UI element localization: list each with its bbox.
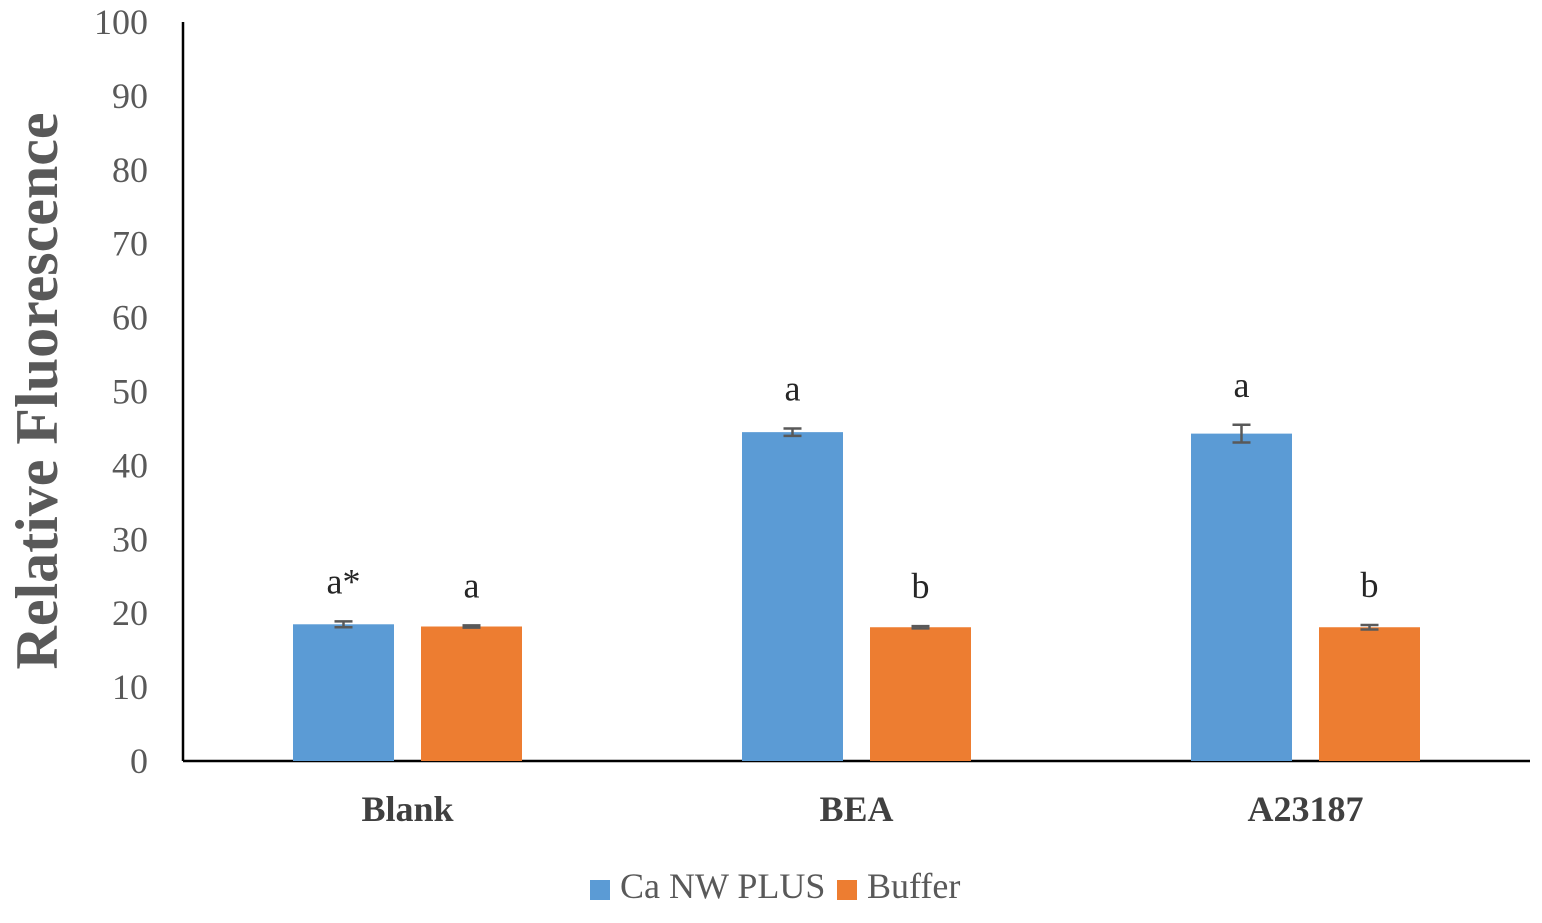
- legend-label: Buffer: [867, 866, 960, 906]
- y-tick-label: 20: [112, 593, 148, 633]
- significance-label: b: [912, 566, 930, 606]
- y-tick-label: 30: [112, 519, 148, 559]
- y-tick-label: 80: [112, 150, 148, 190]
- y-axis-title: Relative Fluorescence: [4, 112, 70, 669]
- legend-label: Ca NW PLUS: [620, 866, 825, 906]
- y-tick-label: 60: [112, 298, 148, 338]
- bar: [421, 626, 522, 761]
- x-tick-label: A23187: [1248, 789, 1364, 829]
- significance-label: a: [1234, 365, 1250, 405]
- x-tick-label: BEA: [819, 789, 893, 829]
- legend-swatch: [590, 880, 610, 900]
- significance-label: b: [1361, 565, 1379, 605]
- x-tick-label: Blank: [361, 789, 453, 829]
- y-tick-label: 90: [112, 76, 148, 116]
- y-tick-label: 50: [112, 372, 148, 412]
- y-tick-label: 0: [130, 741, 148, 781]
- bar: [742, 432, 843, 761]
- y-tick-label: 100: [94, 2, 148, 42]
- bar: [1191, 433, 1292, 761]
- plot-area: 0 10 20 30 40 50 60 70 80 90 100 a* a Blank a b BEA a b A23…: [94, 2, 1530, 829]
- significance-label: a: [464, 565, 480, 605]
- bar: [870, 627, 971, 761]
- y-tick-label: 10: [112, 667, 148, 707]
- bar: [1319, 627, 1420, 761]
- bar: [293, 624, 394, 761]
- y-tick-label: 40: [112, 445, 148, 485]
- significance-label: a: [785, 368, 801, 408]
- legend: Ca NW PLUS Buffer: [590, 866, 960, 906]
- legend-swatch: [837, 880, 857, 900]
- y-tick-label: 70: [112, 224, 148, 264]
- y-axis-title-group: Relative Fluorescence: [4, 112, 70, 669]
- significance-label: a*: [327, 561, 361, 601]
